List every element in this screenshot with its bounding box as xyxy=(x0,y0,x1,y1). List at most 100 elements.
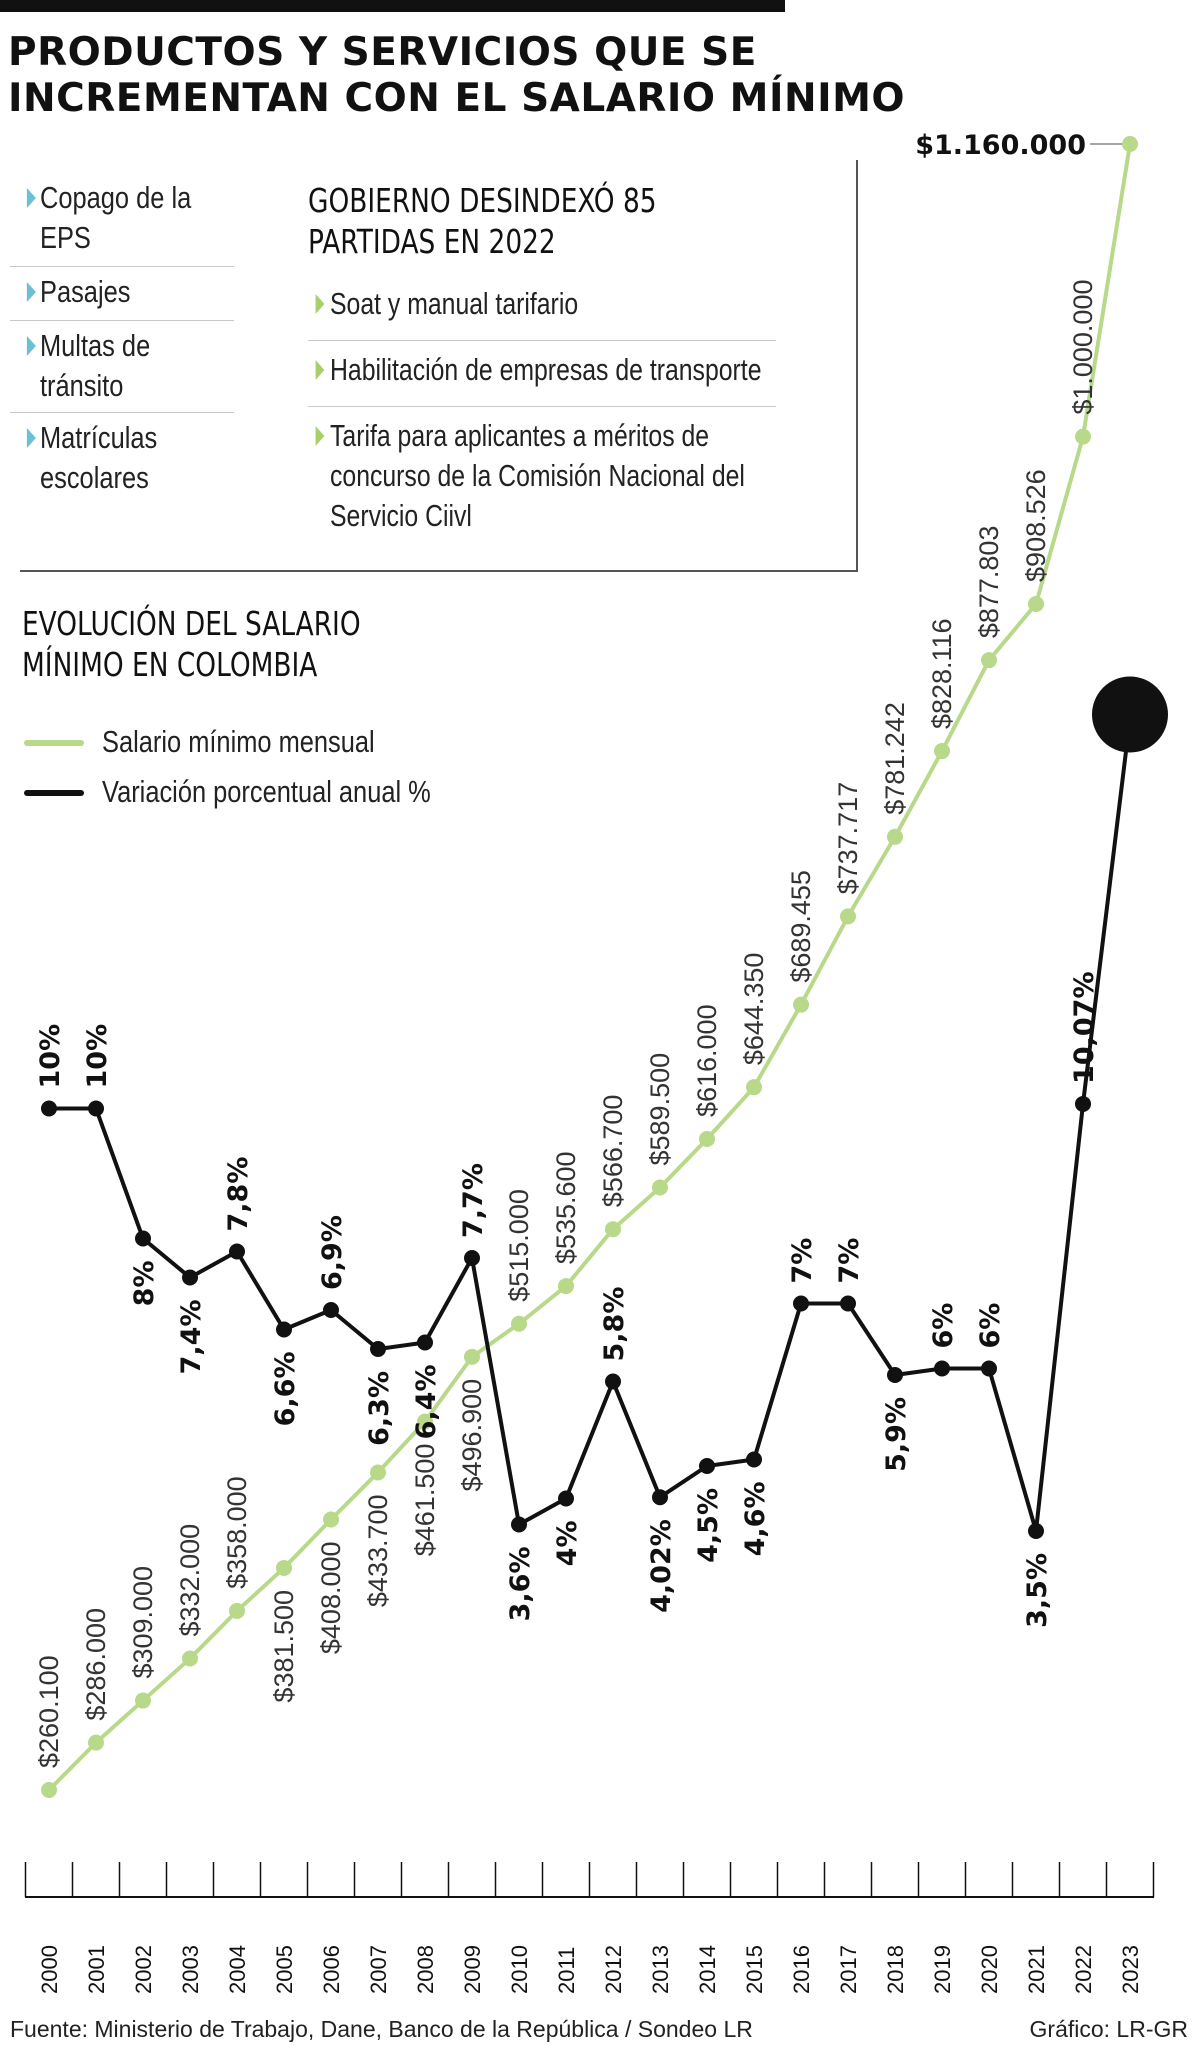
variation-point xyxy=(511,1516,527,1533)
salary-data-label: $309.000 xyxy=(128,1566,158,1679)
variation-data-label: 4,5% xyxy=(693,1488,724,1563)
list-item: Pasajes xyxy=(26,272,200,312)
variation-point xyxy=(746,1451,762,1468)
salary-data-label: $737.717 xyxy=(833,782,863,895)
variation-point xyxy=(605,1373,621,1390)
variation-data-label: 10% xyxy=(35,1024,66,1089)
variation-data-label: 5,9% xyxy=(881,1397,912,1472)
x-tick-label: 2010 xyxy=(507,1945,532,1994)
salary-data-label: $877.803 xyxy=(974,526,1004,639)
source-note: Fuente: Ministerio de Trabajo, Dane, Ban… xyxy=(10,2016,753,2042)
salary-point xyxy=(276,1559,292,1576)
salary-point xyxy=(746,1079,762,1096)
variation-data-label: 7,7% xyxy=(458,1163,489,1238)
variation-data-label: 4,02% xyxy=(646,1519,677,1613)
salary-data-label: $433.700 xyxy=(363,1494,393,1607)
salary-point xyxy=(840,908,856,925)
salary-data-label: $908.526 xyxy=(1021,469,1051,582)
credit-note: Gráfico: LR-GR xyxy=(1029,2016,1188,2042)
list-item: Copago de la EPS xyxy=(26,178,200,258)
variation-point xyxy=(934,1360,950,1377)
divider xyxy=(10,266,234,267)
divider xyxy=(308,406,776,407)
series-points xyxy=(41,136,1168,1798)
salary-data-label: $781.242 xyxy=(880,702,910,815)
salary-point xyxy=(464,1348,480,1365)
salary-point xyxy=(511,1315,527,1332)
gov-box-title: GOBIERNO DESINDEXÓ 85 PARTIDAS EN 2022 xyxy=(308,181,657,261)
box-border xyxy=(856,160,858,572)
gov-item: Habilitación de empresas de transporte xyxy=(315,350,810,390)
variation-point xyxy=(229,1243,245,1260)
variation-data-label: 6,9% xyxy=(317,1215,348,1290)
salary-data-label: $566.700 xyxy=(598,1095,628,1208)
x-tick-label: 2001 xyxy=(84,1945,109,1994)
x-tick-label: 2011 xyxy=(554,1947,579,1994)
salary-data-label: $260.100 xyxy=(34,1655,64,1768)
triangle-bullet-icon xyxy=(26,188,36,208)
variation-point-highlight xyxy=(1092,676,1168,753)
divider xyxy=(10,320,234,321)
variation-data-label: 6,3% xyxy=(364,1371,395,1446)
salary-point xyxy=(981,652,997,669)
salary-point xyxy=(41,1782,57,1798)
x-tick-label: 2022 xyxy=(1071,1945,1096,1994)
x-tick-label: 2006 xyxy=(319,1945,344,1994)
variation-series-line xyxy=(49,718,1132,1533)
variation-point xyxy=(1028,1523,1044,1539)
x-tick-label: 2009 xyxy=(460,1945,485,1994)
salary-data-label: $644.350 xyxy=(739,953,769,1066)
salary-data-label: $286.000 xyxy=(81,1608,111,1721)
legend-label-salary: Salario mínimo mensual xyxy=(102,724,375,759)
variation-data-label: 4,6% xyxy=(740,1482,771,1557)
salary-data-label: $535.600 xyxy=(551,1151,581,1264)
salary-point xyxy=(370,1464,386,1481)
variation-data-label: 7% xyxy=(834,1238,865,1284)
triangle-bullet-icon xyxy=(315,426,325,446)
salary-data-label: $381.500 xyxy=(269,1590,299,1703)
variation-data-label: 6,6% xyxy=(270,1352,301,1427)
legend-label-variation: Variación porcentual anual % xyxy=(102,774,431,809)
x-tick-label: 2005 xyxy=(272,1945,297,1994)
variation-point xyxy=(981,1360,997,1377)
gov-item: Soat y manual tarifario xyxy=(315,284,810,324)
x-tick-label: 2023 xyxy=(1118,1945,1143,1994)
variation-point xyxy=(323,1302,339,1318)
variation-data-label: 7,4% xyxy=(176,1300,207,1375)
salary-point xyxy=(652,1179,668,1196)
triangle-bullet-icon xyxy=(26,428,36,448)
salary-point xyxy=(558,1278,574,1295)
variation-point xyxy=(276,1321,292,1338)
variation-point xyxy=(182,1269,198,1286)
salary-data-label: $1.000.000 xyxy=(1068,280,1098,415)
page-title: PRODUCTOS Y SERVICIOS QUE SE INCREMENTAN… xyxy=(8,30,906,121)
salary-data-label: $589.500 xyxy=(645,1053,675,1166)
x-tick-label: 2008 xyxy=(413,1945,438,1994)
salary-point xyxy=(182,1650,198,1667)
variation-data-label: 8% xyxy=(129,1261,160,1307)
gov-item: Tarifa para aplicantes a méritos de conc… xyxy=(315,416,810,536)
variation-point xyxy=(135,1230,151,1247)
x-tick-label: 2015 xyxy=(742,1945,767,1994)
salary-data-label: $461.500 xyxy=(410,1444,440,1557)
x-tick-label: 2019 xyxy=(930,1945,955,1994)
box-border xyxy=(20,570,858,572)
x-tick-label: 2018 xyxy=(883,1945,908,1994)
salary-point xyxy=(135,1692,151,1709)
chart-title: EVOLUCIÓN DEL SALARIO MÍNIMO EN COLOMBIA xyxy=(22,604,361,684)
variation-data-label: 5,8% xyxy=(599,1287,630,1362)
variation-point xyxy=(1075,1095,1091,1112)
variation-point xyxy=(464,1250,480,1266)
divider xyxy=(10,412,234,413)
salary-data-label: $332.000 xyxy=(175,1524,205,1637)
salary-data-label: $408.000 xyxy=(316,1541,346,1654)
variation-point xyxy=(41,1100,57,1117)
salary-point xyxy=(323,1511,339,1528)
salary-point xyxy=(934,743,950,760)
salary-data-label: $358.000 xyxy=(222,1476,252,1589)
variation-data-label: 6% xyxy=(975,1303,1006,1349)
x-tick-label: 2007 xyxy=(366,1945,391,1994)
salary-data-label: $1.160.000 xyxy=(915,130,1086,161)
salary-data-label: $515.000 xyxy=(504,1189,534,1302)
x-tick-label: 2017 xyxy=(836,1945,861,1994)
